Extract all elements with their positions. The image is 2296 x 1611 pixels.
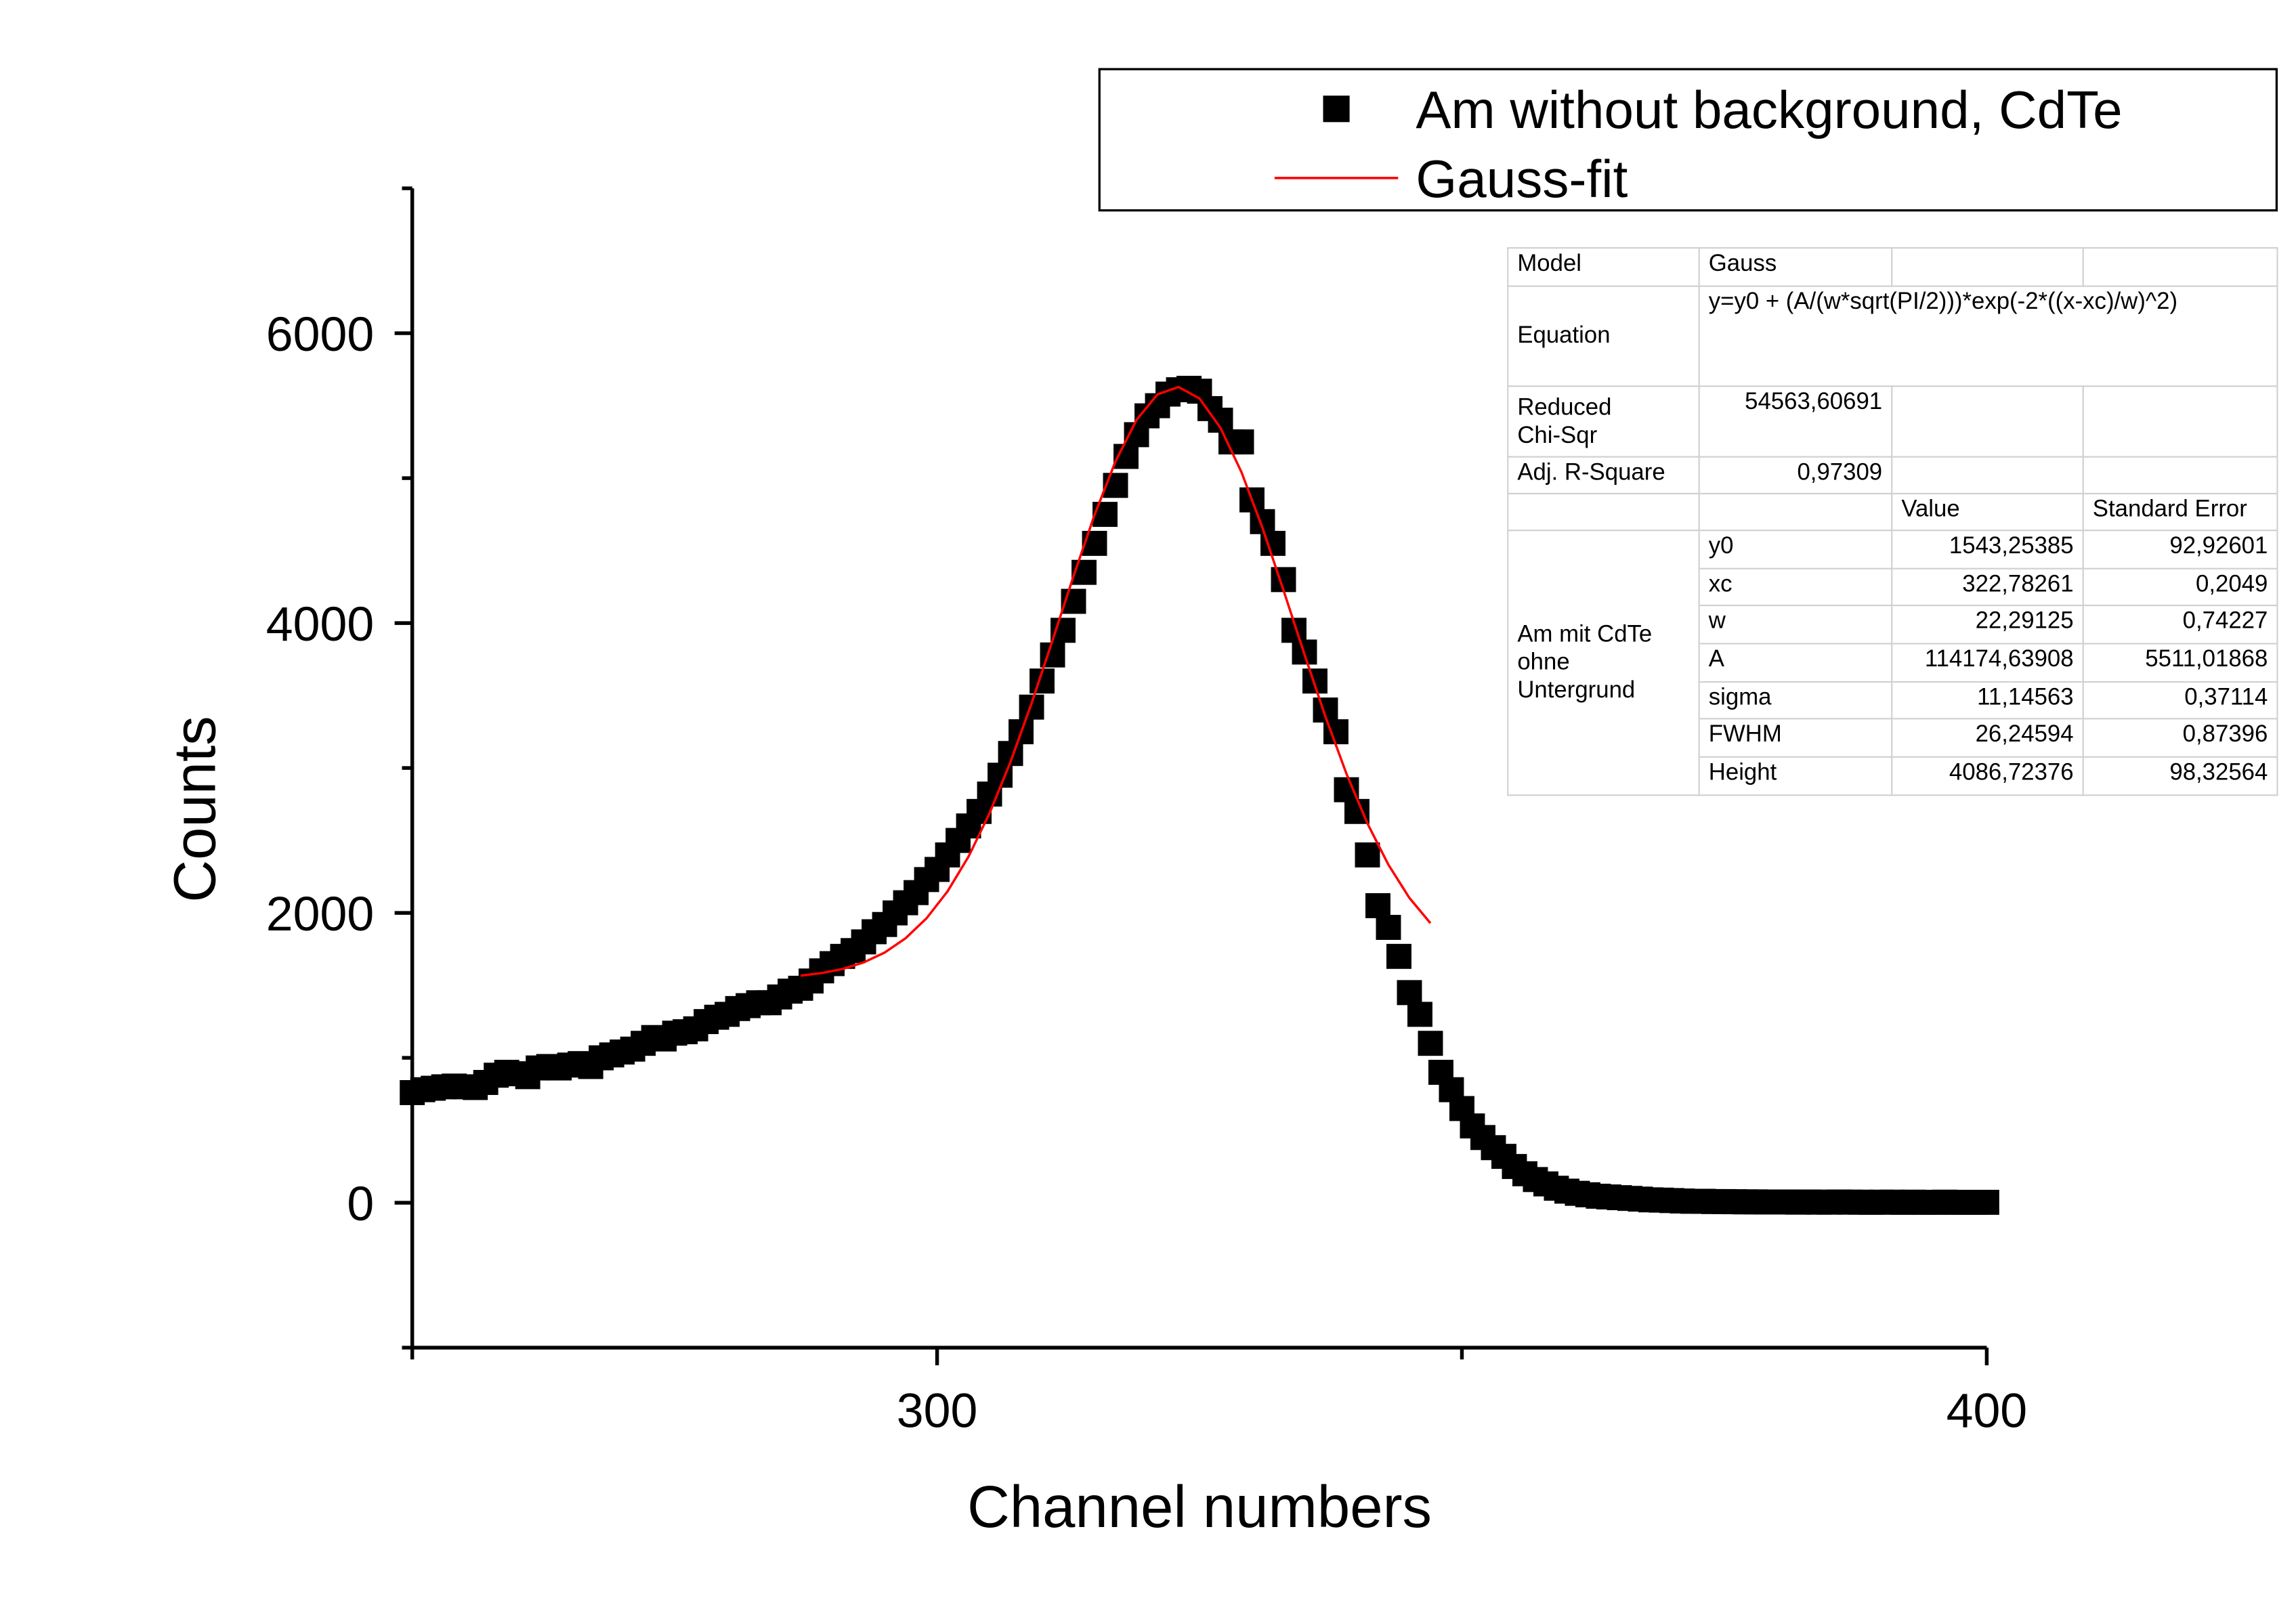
- y-tick-label: 4000: [266, 597, 374, 651]
- point: [1376, 915, 1401, 940]
- point: [1092, 502, 1118, 528]
- point: [1386, 943, 1411, 969]
- table-cell: 0,97309: [1698, 456, 1893, 494]
- table-cell: 0,37114: [2082, 681, 2278, 721]
- table-header: Value: [1891, 492, 2084, 532]
- table-row: FWHM 26,24594 0,87396: [1508, 718, 2278, 758]
- table-cell: [1891, 385, 2084, 458]
- fit-table: Model Gauss Equation y=y0 + (A/(w*sqrt(P…: [1507, 246, 2278, 796]
- table-label: Model: [1507, 246, 1700, 287]
- table-cell: 114174,63908: [1891, 643, 2084, 683]
- y-axis-title: Counts: [163, 716, 228, 902]
- param-rows: Am mit CdTe ohne Untergrund y0 1543,25385 9…: [1507, 530, 2278, 796]
- table-cell: 322,78261: [1891, 567, 2084, 607]
- table-row: Am mit CdTe ohne Untergrund y0 1543,25385 9…: [1507, 530, 2278, 796]
- x-axis-title: Channel numbers: [967, 1474, 1432, 1540]
- table-row: Height 4086,72376 98,32564: [1508, 756, 2278, 796]
- scatter-points: [400, 375, 1999, 1215]
- table-cell: [1891, 456, 2084, 494]
- point: [1082, 530, 1107, 556]
- table-cell: w: [1698, 605, 1893, 645]
- point: [1334, 777, 1359, 802]
- table-cell: 0,74227: [2082, 605, 2278, 645]
- table-cell: sigma: [1698, 681, 1893, 721]
- legend-marker: [1323, 95, 1350, 123]
- table-cell: 0,2049: [2082, 567, 2278, 607]
- table-cell: 5511,01868: [2082, 643, 2278, 683]
- table-cell: Gauss: [1698, 246, 1893, 287]
- table-cell: [2082, 385, 2278, 458]
- table-cell: 11,14563: [1891, 681, 2084, 721]
- point: [1229, 429, 1254, 455]
- point: [1019, 694, 1044, 720]
- table-row: sigma 11,14563 0,37114: [1508, 681, 2278, 721]
- table-label: Reduced Chi-Sqr: [1507, 385, 1700, 458]
- table-cell: FWHM: [1698, 718, 1893, 758]
- point: [1365, 893, 1390, 918]
- table-cell: 4086,72376: [1891, 756, 2084, 796]
- table-header: Standard Error: [2082, 492, 2278, 532]
- table-label: Adj. R-Square: [1507, 456, 1700, 494]
- x-tick-label: 300: [897, 1383, 978, 1438]
- table-cell: [1698, 492, 1893, 532]
- table-cell: [2082, 246, 2278, 287]
- table-cell: y=y0 + (A/(w*sqrt(PI/2)))*exp(-2*((x-xc)…: [1698, 285, 2278, 387]
- table-cell: 54563,60691: [1698, 385, 1893, 458]
- y-tick-label: 2000: [266, 887, 374, 941]
- table-row: xc 322,78261 0,2049: [1508, 567, 2278, 607]
- y-tick-label: 6000: [266, 307, 374, 362]
- legend-box: [1098, 68, 2278, 212]
- y-tick-label: 0: [347, 1177, 374, 1231]
- point: [1050, 618, 1076, 643]
- table-cell: 98,32564: [2082, 756, 2278, 796]
- table-cell: [1891, 246, 2084, 287]
- table-cell: y0: [1698, 530, 1893, 570]
- table-cell: Height: [1698, 756, 1893, 796]
- point: [1418, 1031, 1443, 1056]
- fit-table-box: Model Gauss Equation y=y0 + (A/(w*sqrt(P…: [1507, 246, 2278, 796]
- fit-line: [800, 385, 1432, 977]
- legend-label: Am without background, CdTe: [1416, 80, 2122, 139]
- table-cell: [1507, 492, 1700, 532]
- table-cell: 26,24594: [1891, 718, 2084, 758]
- table-cell: 0,87396: [2082, 718, 2278, 758]
- table-cell: 22,29125: [1891, 605, 2084, 645]
- table-cell: 92,92601: [2082, 530, 2278, 570]
- point: [1397, 980, 1422, 1006]
- point: [1407, 1002, 1432, 1027]
- table-cell: A: [1698, 643, 1893, 683]
- table-cell: [2082, 456, 2278, 494]
- point: [1974, 1189, 1999, 1215]
- table-cell: xc: [1698, 567, 1893, 607]
- point: [1302, 668, 1327, 694]
- table-row: A 114174,63908 5511,01868: [1508, 643, 2278, 683]
- legend-label: Gauss-fit: [1416, 149, 1628, 209]
- table-row: w 22,29125 0,74227: [1508, 605, 2278, 645]
- point: [1355, 842, 1380, 867]
- table-cell: 1543,25385: [1891, 530, 2084, 570]
- x-tick-label: 400: [1947, 1383, 2028, 1438]
- table-cell: Am mit CdTe ohne Untergrund: [1507, 530, 1700, 796]
- table-label: Equation: [1507, 285, 1700, 387]
